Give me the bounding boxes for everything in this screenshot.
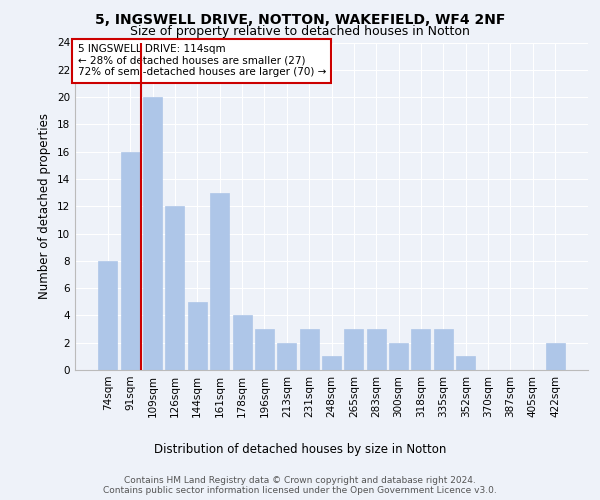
Text: 5 INGSWELL DRIVE: 114sqm
← 28% of detached houses are smaller (27)
72% of semi-d: 5 INGSWELL DRIVE: 114sqm ← 28% of detach… bbox=[77, 44, 326, 78]
Bar bbox=[299, 329, 319, 370]
Bar bbox=[233, 316, 251, 370]
Bar bbox=[456, 356, 475, 370]
Bar bbox=[412, 329, 430, 370]
Bar bbox=[434, 329, 453, 370]
Text: Size of property relative to detached houses in Notton: Size of property relative to detached ho… bbox=[130, 25, 470, 38]
Text: 5, INGSWELL DRIVE, NOTTON, WAKEFIELD, WF4 2NF: 5, INGSWELL DRIVE, NOTTON, WAKEFIELD, WF… bbox=[95, 12, 505, 26]
Text: Contains HM Land Registry data © Crown copyright and database right 2024.
Contai: Contains HM Land Registry data © Crown c… bbox=[103, 476, 497, 495]
Y-axis label: Number of detached properties: Number of detached properties bbox=[38, 114, 52, 299]
Bar bbox=[367, 329, 386, 370]
Bar bbox=[255, 329, 274, 370]
Bar bbox=[188, 302, 207, 370]
Bar bbox=[166, 206, 184, 370]
Bar bbox=[98, 261, 118, 370]
Bar bbox=[322, 356, 341, 370]
Bar bbox=[389, 342, 408, 370]
Bar bbox=[277, 342, 296, 370]
Bar bbox=[121, 152, 140, 370]
Bar bbox=[344, 329, 364, 370]
Text: Distribution of detached houses by size in Notton: Distribution of detached houses by size … bbox=[154, 442, 446, 456]
Bar bbox=[545, 342, 565, 370]
Bar bbox=[210, 192, 229, 370]
Bar bbox=[143, 97, 162, 370]
